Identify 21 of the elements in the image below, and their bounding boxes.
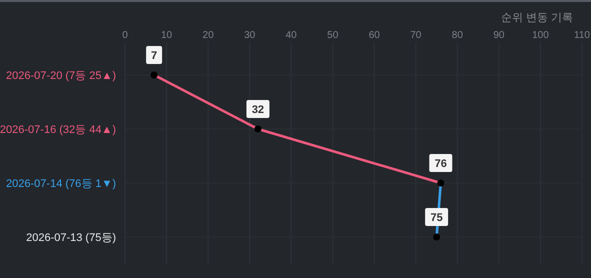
x-tick-label: 90 — [493, 30, 505, 41]
x-tick-label: 50 — [327, 30, 339, 41]
data-label: 75 — [430, 212, 443, 224]
x-tick-label: 100 — [532, 30, 550, 41]
y-tick-label: 2026-07-14 (76등 1▼) — [6, 178, 116, 190]
x-tick-label: 10 — [160, 30, 173, 41]
x-tick-label: 70 — [410, 30, 422, 41]
y-tick-label: 2026-07-20 (7등 25▲) — [6, 70, 116, 82]
chart-title: 순위 변동 기록 — [500, 12, 573, 24]
y-tick-label: 2026-07-16 (32등 44▲) — [0, 124, 116, 136]
x-tick-label: 30 — [244, 30, 256, 41]
x-tick-label: 60 — [368, 30, 380, 41]
x-tick-label: 110 — [574, 30, 590, 41]
x-tick-label: 40 — [286, 30, 298, 41]
data-label: 7 — [151, 50, 158, 62]
x-tick-label: 80 — [452, 30, 464, 41]
data-label: 32 — [252, 104, 264, 116]
x-tick-label: 20 — [202, 30, 214, 41]
y-tick-label: 2026-07-13 (75등) — [26, 232, 116, 244]
x-tick-label: 0 — [122, 30, 128, 41]
data-label: 76 — [434, 158, 447, 170]
